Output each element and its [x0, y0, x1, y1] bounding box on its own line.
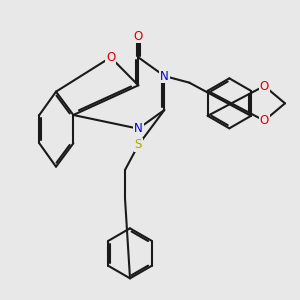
Text: O: O	[134, 29, 143, 43]
Text: N: N	[134, 122, 143, 135]
Text: O: O	[106, 51, 115, 64]
Text: N: N	[160, 70, 169, 83]
Text: O: O	[260, 114, 269, 127]
Text: O: O	[260, 80, 269, 92]
Text: S: S	[135, 139, 142, 152]
